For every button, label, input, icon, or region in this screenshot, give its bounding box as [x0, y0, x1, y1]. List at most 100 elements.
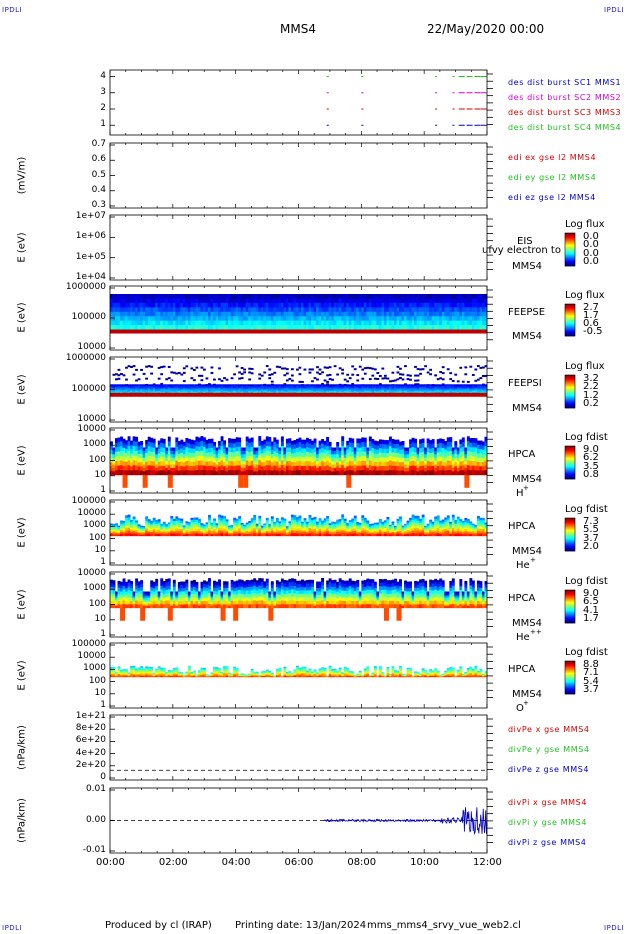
heat-cell [112, 471, 116, 476]
heat-cell [167, 470, 171, 476]
heat-cell [233, 465, 237, 471]
colorbar-step [565, 451, 575, 453]
heat-cell [185, 302, 189, 308]
heat-cell [283, 298, 287, 304]
heat-speckle [476, 365, 480, 368]
heat-cell [230, 438, 234, 444]
heat-cell [218, 389, 221, 392]
heat-cell [215, 471, 219, 476]
heat-cell [363, 298, 367, 304]
heat-cell [316, 471, 320, 476]
heat-cell [358, 294, 362, 299]
heat-cell [388, 460, 392, 466]
heat-cell [208, 294, 211, 299]
heat-cell [225, 387, 229, 389]
colorbar-step [565, 398, 575, 400]
heat-cell [197, 391, 201, 394]
heat-cell [479, 391, 483, 394]
heat-cell [461, 442, 465, 448]
heat-cell [441, 461, 445, 467]
heat-cell [255, 384, 259, 386]
heat-cell [115, 316, 118, 322]
heat-cell [396, 391, 400, 394]
heat-cell [318, 453, 322, 459]
heat-cell [328, 387, 332, 389]
heat-cell [469, 388, 473, 390]
heat-cell [215, 325, 219, 330]
heat-cell [205, 316, 209, 322]
heat-speckle [301, 380, 304, 383]
heat-cell [213, 466, 216, 472]
heat-base [250, 329, 254, 334]
heat-cell [260, 316, 264, 322]
heat-cell [238, 465, 242, 471]
heat-cell [301, 385, 304, 387]
colorbar-step [565, 253, 575, 256]
heat-cell [255, 450, 259, 455]
heat-cell [459, 457, 463, 462]
colorbar-step [565, 318, 575, 321]
heat-cell [288, 470, 292, 476]
heat-cell [331, 294, 335, 299]
heat-cell [210, 298, 214, 304]
heat-speckle [326, 366, 329, 369]
heat-cell [441, 443, 445, 449]
heat-cell [424, 320, 428, 326]
heat-cell [401, 325, 405, 330]
heat-cell [373, 320, 377, 326]
heat-cell [245, 307, 249, 313]
heat-cell [368, 455, 372, 461]
heat-cell [122, 522, 126, 526]
heat-cell [466, 386, 470, 388]
heat-cell [358, 325, 362, 330]
heat-cell [341, 450, 345, 456]
heat-cell [122, 447, 126, 453]
heat-cell [248, 443, 252, 448]
heat-cell [371, 470, 375, 476]
heat-cell [326, 389, 330, 392]
heat-cell [444, 445, 448, 450]
heat-cell [218, 388, 221, 390]
heat-cell [290, 390, 294, 393]
heat-cell [125, 311, 128, 317]
heat-cell [378, 311, 382, 317]
heat-cell [358, 456, 362, 462]
heat-cell [283, 387, 287, 389]
heat-cell [208, 311, 211, 317]
heat-cell [336, 391, 340, 394]
heat-cell [190, 448, 194, 454]
heat-cell [356, 386, 360, 388]
heat-cell [152, 388, 156, 390]
heat-cell [311, 325, 314, 330]
heat-cell [273, 325, 277, 330]
heat-cell [414, 390, 418, 393]
heat-cell [348, 302, 352, 308]
heat-base [288, 392, 292, 397]
heat-cell [197, 465, 201, 471]
heat-cell [253, 454, 257, 459]
heat-cell [120, 528, 123, 531]
heat-cell [373, 387, 377, 389]
heat-speckle [303, 368, 307, 371]
heat-cell [394, 457, 397, 463]
heat-cell [150, 325, 154, 330]
heat-cell [383, 307, 387, 313]
heat-cell [200, 445, 204, 451]
heat-cell [223, 387, 227, 389]
heat-cell [411, 294, 415, 299]
heat-cell [125, 388, 128, 390]
heat-base [135, 392, 139, 397]
heat-cell [464, 467, 468, 472]
heat-speckle [326, 383, 329, 386]
heat-speckle [125, 366, 128, 369]
colorbar-step [565, 306, 575, 308]
heat-cell [253, 388, 257, 390]
heat-cell [341, 307, 345, 313]
heat-base [399, 329, 402, 334]
heat-cell [268, 298, 272, 304]
heat-cell [140, 533, 144, 535]
heat-cell [225, 390, 229, 393]
heat-cell [255, 457, 259, 462]
heat-cell [110, 316, 113, 322]
heat-cell [343, 388, 347, 390]
